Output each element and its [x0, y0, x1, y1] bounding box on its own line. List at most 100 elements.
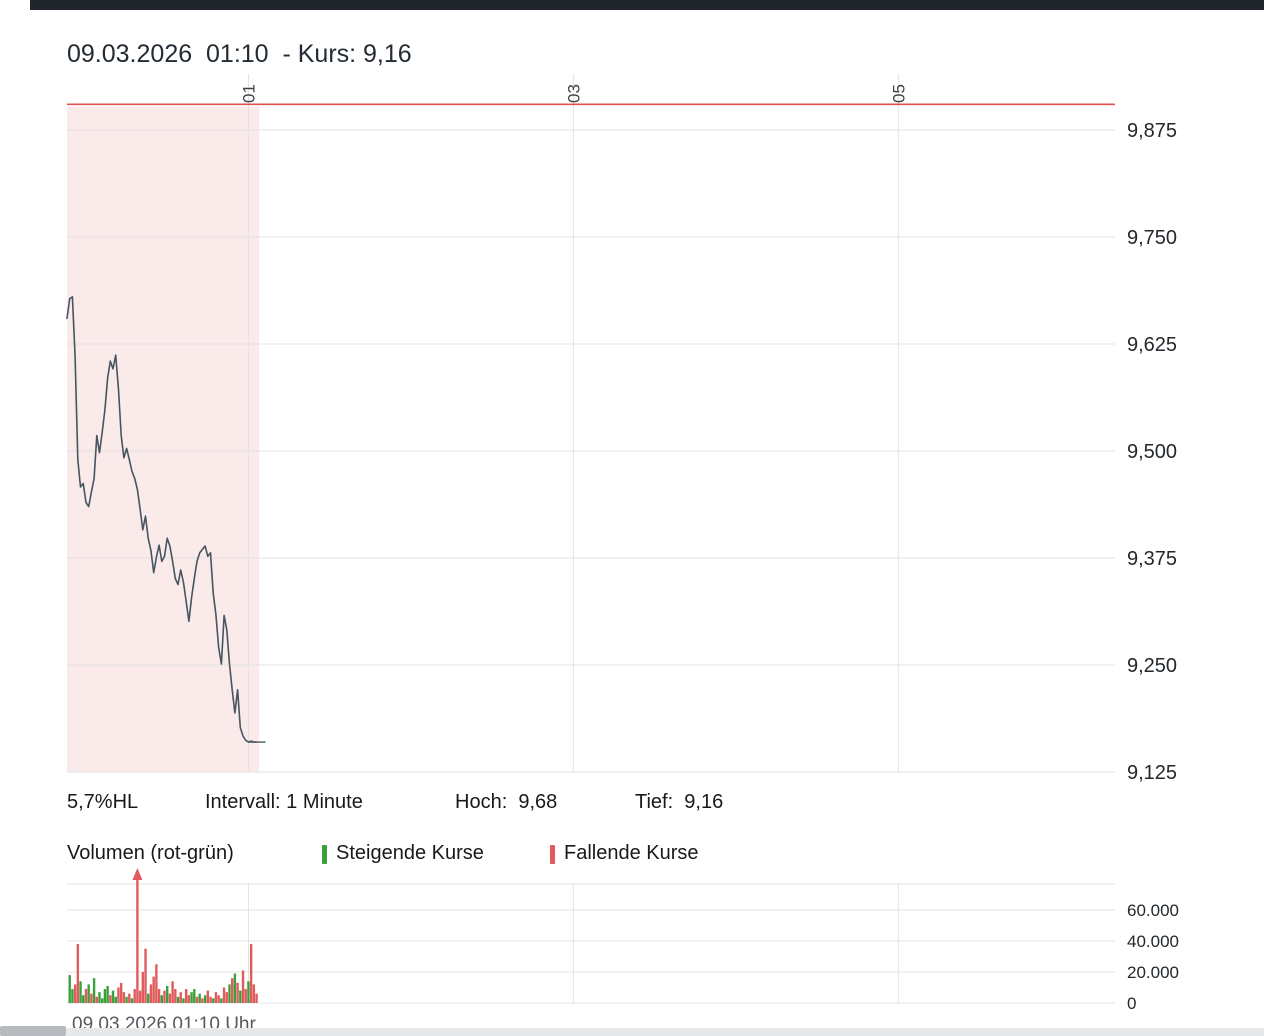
volume-bar [79, 981, 82, 1003]
volume-bar [252, 984, 256, 1003]
y-axis-tick-label: 9,375 [1127, 548, 1177, 570]
volume-bar [184, 989, 188, 1003]
volume-bar [217, 995, 220, 1003]
volume-spike-arrow-icon [132, 868, 143, 880]
stat-interval: Intervall: 1 Minute [205, 791, 363, 813]
legend-volume-label: Volumen (rot-grün) [67, 842, 234, 864]
volume-bar [114, 996, 117, 1003]
volume-bar [187, 995, 191, 1003]
volume-bar [144, 948, 147, 1003]
volume-bar [163, 990, 166, 1003]
price-line [66, 296, 258, 743]
y-axis-tick-label: 9,875 [1127, 120, 1177, 142]
volume-bar [174, 989, 177, 1003]
volume-bar [225, 992, 228, 1003]
volume-bar [71, 989, 74, 1003]
volume-axis-tick-label: 60.000 [1127, 901, 1179, 920]
volume-axis-tick-label: 20.000 [1127, 963, 1179, 982]
volume-bar [103, 989, 107, 1003]
volume-bar [98, 992, 101, 1003]
volume-bar [155, 964, 158, 1003]
volume-bar [193, 989, 196, 1003]
volume-bar [106, 985, 109, 1003]
volume-bar [87, 984, 90, 1003]
y-axis-tick-label: 9,250 [1127, 655, 1177, 677]
volume-bar [122, 992, 126, 1003]
volume-bar [176, 996, 180, 1003]
y-axis-tick-label: 9,625 [1127, 334, 1177, 356]
volume-bar [198, 993, 201, 1003]
x-axis-tick-label: 01 [239, 84, 258, 103]
volume-bar [117, 987, 120, 1003]
volume-bar [239, 990, 242, 1003]
volume-bar [247, 981, 250, 1003]
horizontal-scrollbar-thumb[interactable] [0, 1026, 66, 1036]
stat-high: Hoch: 9,68 [455, 791, 558, 813]
x-axis-tick-label: 03 [564, 84, 583, 103]
volume-bar [125, 996, 128, 1003]
volume-bar [190, 992, 193, 1003]
volume-bar [214, 992, 218, 1003]
volume-bar [160, 995, 163, 1003]
volume-bar [133, 989, 136, 1003]
volume-bar [68, 975, 71, 1003]
volume-bar [222, 987, 226, 1003]
legend-down-label: Fallende Kurse [564, 842, 699, 864]
volume-bar [244, 989, 247, 1003]
volume-bar [236, 982, 239, 1003]
volume-bar [109, 995, 112, 1003]
volume-bar [220, 998, 223, 1003]
y-axis-tick-label: 9,125 [1127, 762, 1177, 784]
volume-bar [212, 998, 215, 1003]
y-axis-tick-label: 9,500 [1127, 441, 1177, 463]
volume-axis-tick-label: 40.000 [1127, 932, 1179, 951]
volume-axis-tick-label: 0 [1127, 994, 1136, 1013]
rising-volume-swatch-icon [322, 845, 327, 864]
stat-range-pct: 5,7%HL [67, 791, 139, 813]
volume-bar [84, 989, 88, 1003]
volume-bar [82, 995, 85, 1003]
volume-bar [76, 944, 80, 1003]
volume-bar [73, 984, 77, 1003]
session-shade-region [67, 106, 260, 772]
volume-bar-clipped [136, 876, 139, 1003]
volume-bar [206, 990, 210, 1003]
volume-bar [233, 973, 237, 1003]
volume-bar [249, 944, 253, 1003]
volume-bar [168, 993, 172, 1003]
volume-bar [228, 984, 231, 1003]
volume-bar [147, 993, 150, 1003]
volume-bar [149, 984, 153, 1003]
volume-bar [165, 985, 169, 1003]
volume-bar [157, 989, 161, 1003]
volume-bar [111, 990, 115, 1003]
volume-bar [95, 996, 98, 1003]
volume-bar [201, 998, 204, 1003]
volume-bar [130, 998, 134, 1003]
volume-bar [90, 993, 93, 1003]
x-axis-tick-label: 05 [889, 84, 908, 103]
volume-bar [182, 998, 185, 1003]
top-window-bar [30, 0, 1264, 10]
horizontal-scrollbar-track[interactable] [0, 1026, 1264, 1036]
volume-bar [209, 996, 212, 1003]
volume-bar [195, 996, 199, 1003]
volume-bar [128, 993, 131, 1003]
y-axis-tick-label: 9,750 [1127, 227, 1177, 249]
volume-bar [92, 978, 96, 1003]
volume-bar [152, 976, 155, 1003]
volume-bar [138, 990, 142, 1003]
volume-bar [171, 981, 174, 1003]
legend-up-label: Steigende Kurse [336, 842, 484, 864]
volume-bar [119, 982, 123, 1003]
volume-bar [241, 970, 245, 1003]
volume-bar [230, 978, 234, 1003]
volume-bar [141, 972, 145, 1003]
volume-bar [255, 993, 258, 1003]
stat-low: Tief: 9,16 [635, 791, 724, 813]
volume-bar [101, 998, 104, 1003]
volume-bar [179, 992, 182, 1003]
volume-bar [203, 995, 207, 1003]
